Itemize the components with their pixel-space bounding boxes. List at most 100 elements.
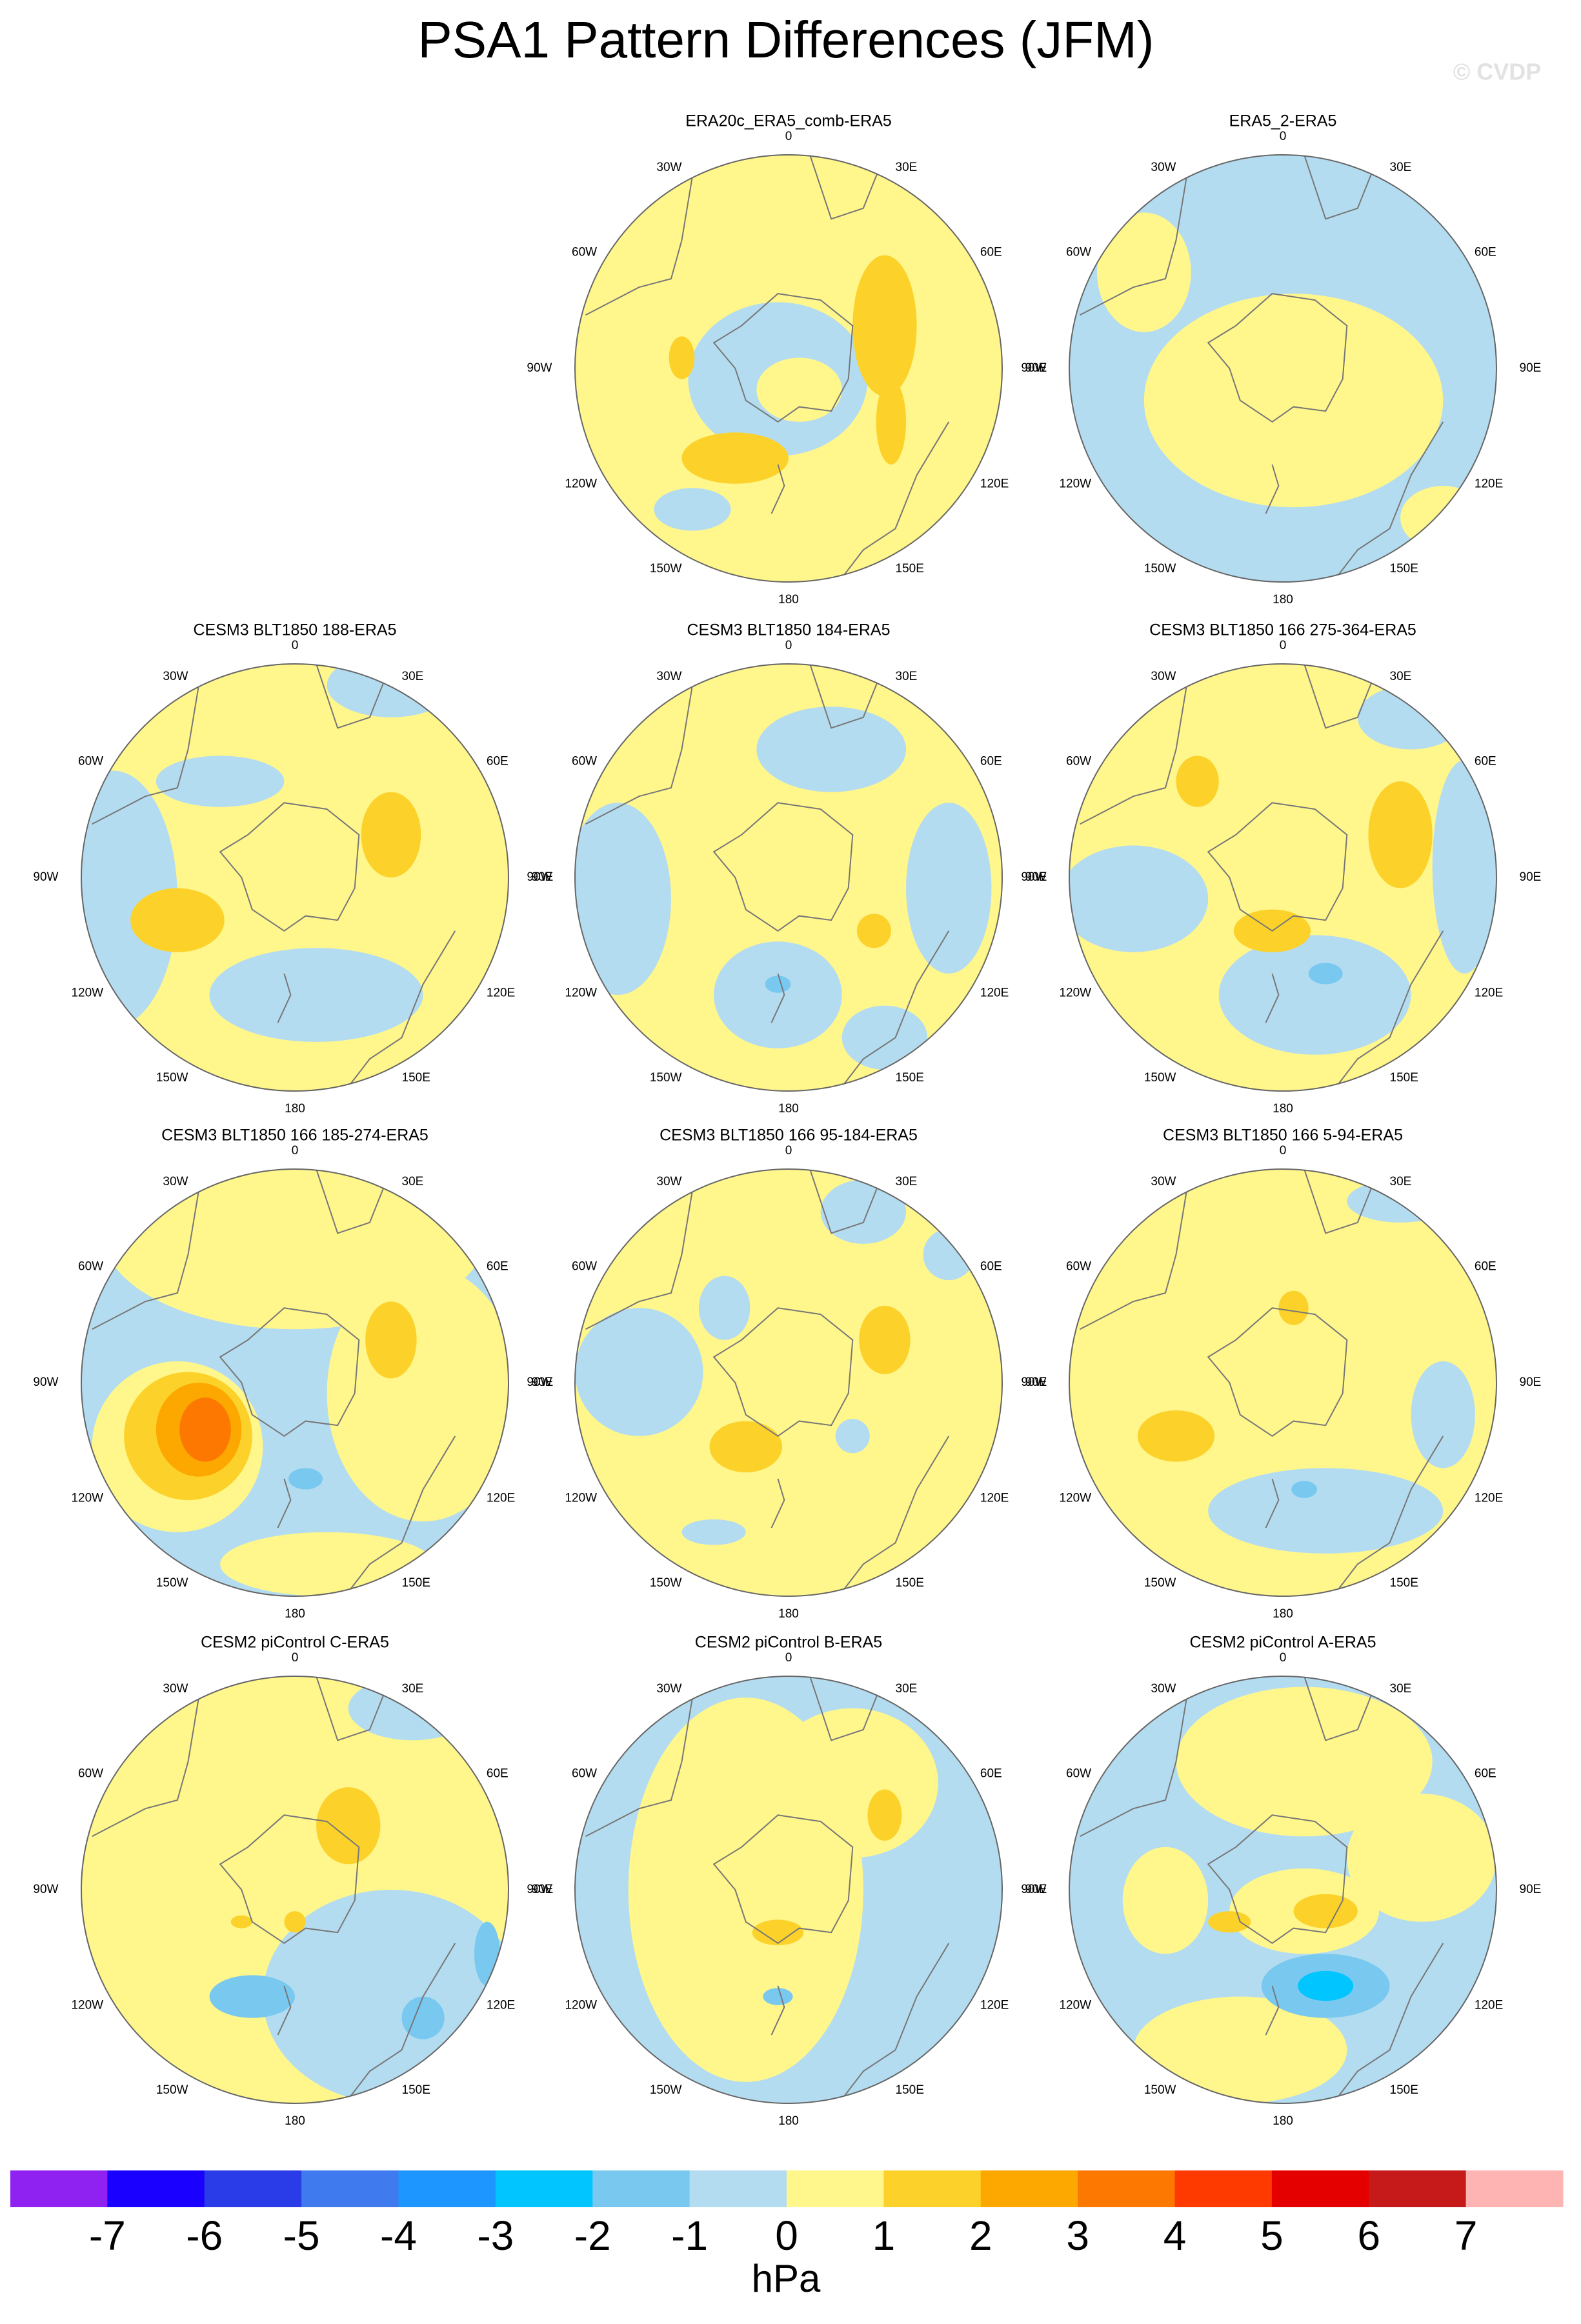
longitude-label: 120W [565, 1999, 597, 2012]
coastline [348, 1943, 456, 2100]
colorbar-box [1465, 2170, 1564, 2207]
contour-region [230, 1915, 252, 1928]
longitude-label: 0 [1280, 130, 1287, 143]
longitude-label: 180 [285, 1607, 305, 1621]
longitude-label: 90E [1520, 361, 1542, 375]
longitude-label: 150E [402, 1071, 430, 1085]
longitude-label: 60W [572, 1260, 597, 1274]
contour-region [856, 914, 891, 948]
longitude-label: 90W [33, 1883, 58, 1896]
longitude-label: 30E [896, 161, 918, 174]
panel-title: ERA20c_ERA5_comb-ERA5 [685, 112, 892, 130]
map-border [574, 1676, 1003, 2104]
contour-region [1133, 1996, 1347, 2103]
longitude-label: 150W [650, 1576, 682, 1590]
contour-region [1208, 1911, 1251, 1933]
coastline [712, 802, 854, 932]
map-border [1069, 1676, 1497, 2104]
longitude-label: 60E [487, 755, 509, 768]
contour-region [1176, 756, 1219, 807]
panel-title: CESM3 BLT1850 184-ERA5 [687, 621, 891, 639]
longitude-label: 180 [778, 2114, 799, 2128]
longitude-label: 60E [980, 246, 1002, 259]
longitude-label: 150E [896, 1071, 924, 1085]
coastline [219, 1307, 360, 1437]
longitude-label: 30E [896, 1175, 918, 1188]
longitude-label: 150W [1144, 1071, 1176, 1085]
coastline [770, 464, 785, 514]
contour-region [1218, 935, 1411, 1055]
contour-region [575, 803, 671, 996]
coastline [841, 930, 950, 1088]
coastline [316, 664, 392, 729]
longitude-label: 30W [163, 1175, 188, 1188]
contour-region [698, 1276, 750, 1340]
longitude-label: 0 [1280, 1651, 1287, 1665]
longitude-label: 150E [896, 1576, 924, 1590]
longitude-label: 180 [285, 2114, 305, 2128]
longitude-label: 90E [1520, 1376, 1542, 1389]
coastline [1336, 1943, 1444, 2100]
colorbar-box [301, 2170, 399, 2207]
coastline [809, 1169, 885, 1234]
longitude-label: 30E [896, 670, 918, 683]
contour-region [401, 1996, 445, 2039]
longitude-label: 120E [1475, 1999, 1503, 2012]
contour-region [1347, 1794, 1496, 1922]
map-border [1069, 1168, 1497, 1597]
longitude-label: 30E [1390, 1175, 1412, 1188]
map-border [81, 1168, 509, 1597]
longitude-label: 150W [156, 1576, 188, 1590]
contour-region [1278, 1290, 1309, 1325]
longitude-label: 150W [650, 1071, 682, 1085]
map-field [575, 1169, 1002, 1596]
contour-region [130, 888, 225, 952]
longitude-label: 0 [785, 1144, 792, 1157]
colorbar-box [204, 2170, 302, 2207]
longitude-label: 120W [565, 1492, 597, 1505]
colorbar-box [495, 2170, 593, 2207]
contour-region [681, 432, 789, 484]
contour-region [859, 1305, 911, 1374]
longitude-label: 60W [572, 246, 597, 259]
coastline [316, 1169, 392, 1234]
longitude-label: 90W [527, 870, 552, 884]
contour-region [365, 1301, 417, 1379]
longitude-label: 120E [1475, 987, 1503, 1000]
contour-region [765, 976, 791, 993]
contour-region [327, 1265, 509, 1522]
panel-title: CESM3 BLT1850 166 5-94-ERA5 [1163, 1127, 1403, 1145]
coastline [1080, 1697, 1187, 1838]
longitude-label: 120E [980, 987, 1009, 1000]
panel-title: CESM2 piControl A-ERA5 [1189, 1634, 1376, 1652]
colorbar-box [883, 2170, 982, 2207]
longitude-label: 30W [1151, 670, 1176, 683]
longitude-label: 150W [1144, 1576, 1176, 1590]
coastline [348, 1436, 456, 1593]
longitude-label: 90E [1025, 1376, 1047, 1389]
panel-title: CESM2 piControl B-ERA5 [695, 1634, 882, 1652]
contour-region [474, 1921, 500, 1986]
map-border [81, 663, 509, 1092]
contour-region [575, 1308, 703, 1436]
longitude-label: 150W [1144, 562, 1176, 576]
longitude-label: 0 [292, 1651, 299, 1665]
longitude-label: 90E [532, 1376, 554, 1389]
longitude-label: 150E [402, 1576, 430, 1590]
contour-region [1400, 486, 1486, 550]
panel-title: CESM3 BLT1850 166 95-184-ERA5 [660, 1127, 918, 1145]
longitude-label: 30W [656, 1682, 681, 1696]
coastline [92, 1190, 199, 1330]
contour-region [835, 1419, 870, 1454]
contour-region [714, 941, 842, 1048]
contour-region [327, 664, 456, 717]
coastline [585, 1190, 693, 1330]
longitude-label: 150E [402, 2083, 430, 2097]
longitude-label: 60W [78, 755, 103, 768]
contour-region [756, 706, 907, 792]
